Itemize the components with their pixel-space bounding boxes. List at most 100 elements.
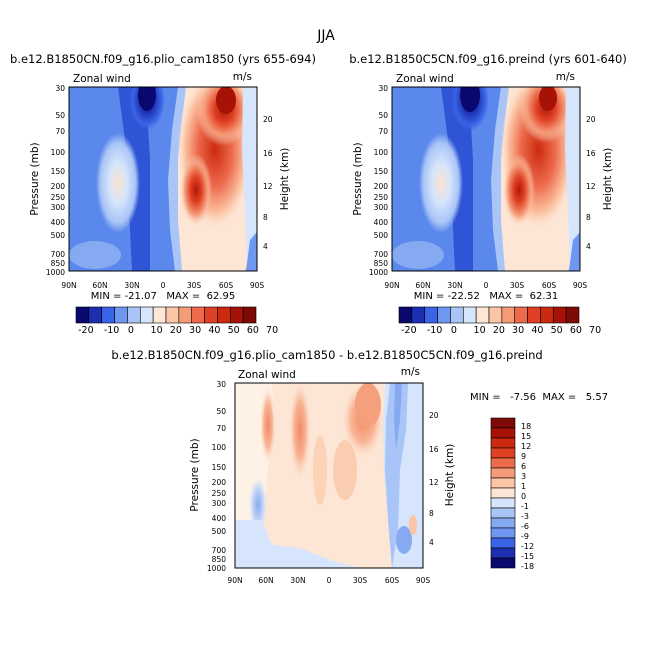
panel-a-ytick: 100 (51, 148, 66, 157)
colorbar-swatch (540, 306, 554, 324)
panel-b-xtick: 30S (510, 281, 525, 290)
colorbar-swatch (191, 306, 205, 324)
colorbar-swatch (229, 306, 244, 324)
panel-b-ytick: 300 (374, 203, 389, 212)
panel-b-ytick: 200 (374, 182, 389, 191)
panel-b-cbar-label: -20 (401, 325, 417, 336)
panel-c-xtick: 30N (290, 576, 305, 585)
panel-b-y2tick: 12 (586, 182, 596, 191)
panel-c-ytick: 50 (216, 407, 226, 416)
panel-c-xtick: 60N (258, 576, 273, 585)
colorbar-swatch (490, 547, 516, 559)
panel-a-cbar-label: 20 (170, 325, 182, 336)
panel-b-y2tick: 16 (586, 149, 596, 158)
panel-b-left-label: Zonal wind (396, 73, 454, 85)
panel-a-colorbar-labels: -20 -10 0 10 20 30 40 50 60 70 (78, 325, 278, 336)
colorbar-swatch (475, 306, 490, 324)
panel-b-x-tick-labels: 90N 60N 30N 0 30S 60S 90S (384, 281, 587, 290)
panel-c-ytick: 150 (212, 463, 227, 472)
panel-b-ytick: 400 (374, 218, 389, 227)
panel-c-units-label: m/s (401, 366, 420, 378)
panel-a-xtick: 60S (219, 281, 234, 290)
panel-b-ylabel: Pressure (mb) (352, 142, 364, 215)
colorbar-swatch (527, 306, 541, 324)
panel-c-ytick: 1000 (207, 564, 226, 573)
panel-c-colorbar: 18 15 12 9 6 3 1 0 -1 -3 -6 -9 -12 -15 -… (490, 417, 534, 571)
panel-a-cbar-label: 60 (247, 325, 259, 336)
panel-c-xtick: 0 (327, 576, 332, 585)
panel-a-y2label: Height (km) (279, 148, 291, 211)
panel-b-xtick: 60N (415, 281, 430, 290)
colorbar-swatch (488, 306, 503, 324)
panel-b-y2tick: 4 (586, 242, 591, 251)
colorbar-swatch (242, 306, 257, 324)
panel-b-cbar-label: 70 (589, 325, 601, 336)
colorbar-swatch (398, 306, 413, 324)
panel-c-ytick: 30 (216, 380, 226, 389)
panel-c-ytick: 100 (212, 443, 227, 452)
panel-difference: b.e12.B1850CN.f09_g16.plio_cam1850 - b.e… (111, 348, 608, 585)
panel-a-cbar-label: 50 (228, 325, 240, 336)
colorbar-swatch (490, 427, 516, 439)
panel-a-title: b.e12.B1850CN.f09_g16.plio_cam1850 (yrs … (10, 52, 316, 66)
colorbar-swatch (178, 306, 193, 324)
panel-c-cbar-label: 12 (521, 442, 531, 451)
colorbar-swatch (204, 306, 218, 324)
panel-b-cbar-label: 40 (531, 325, 543, 336)
panel-a-ytick: 500 (51, 231, 66, 240)
panel-b-y2-tick-labels: 4 8 12 16 20 (586, 115, 596, 251)
panel-b-field (392, 87, 580, 271)
panel-a-cbar-label: 10 (151, 325, 163, 336)
colorbar-swatch (450, 306, 464, 324)
panel-b-cbar-label: 30 (512, 325, 524, 336)
panel-c-cbar-label: -18 (521, 562, 534, 571)
panel-b-xtick: 0 (484, 281, 489, 290)
colorbar-swatch (165, 306, 180, 324)
panel-c-y2tick: 12 (429, 478, 439, 487)
colorbar-swatch (565, 306, 580, 324)
panel-c-y2tick: 4 (429, 538, 434, 547)
colorbar-swatch (490, 477, 516, 489)
panel-b-ytick: 30 (378, 84, 388, 93)
colorbar-swatch (101, 306, 115, 324)
panel-a-cbar-label: 40 (208, 325, 220, 336)
colorbar-swatch (114, 306, 128, 324)
panel-a-y2tick: 4 (263, 242, 268, 251)
panel-a-stats: MIN = -21.07 MAX = 62.95 (91, 291, 235, 302)
colorbar-swatch (501, 306, 516, 324)
panel-b-xtick: 90S (573, 281, 588, 290)
colorbar-swatch (490, 437, 516, 449)
panel-a-x-tick-labels: 90N 60N 30N 0 30S 60S 90S (61, 281, 264, 290)
panel-c-colorbar-boxes (490, 417, 516, 569)
panel-a-colorbar: -20 -10 0 10 20 30 40 50 60 70 (75, 306, 278, 336)
colorbar-swatch (514, 306, 528, 324)
panel-c-cbar-label: -9 (521, 532, 529, 541)
panel-a-y2-tick-labels: 4 8 12 16 20 (263, 115, 273, 251)
colorbar-swatch (424, 306, 438, 324)
panel-a-ytick: 200 (51, 182, 66, 191)
panel-b-xtick: 90N (384, 281, 399, 290)
colorbar-swatch (88, 306, 103, 324)
panel-c-cbar-label: -12 (521, 542, 534, 551)
panel-a-xtick: 0 (161, 281, 166, 290)
colorbar-swatch (490, 467, 516, 479)
colorbar-swatch (490, 517, 516, 529)
panel-a-ylabel: Pressure (mb) (29, 142, 41, 215)
panel-b-cbar-label: 20 (493, 325, 505, 336)
colorbar-swatch (411, 306, 426, 324)
panel-c-cbar-label: -6 (521, 522, 529, 531)
panel-a-cbar-label: 30 (189, 325, 201, 336)
panel-a-ytick: 50 (55, 111, 65, 120)
panel-a-ytick: 1000 (46, 268, 65, 277)
panel-a-y2tick: 8 (263, 213, 268, 222)
panel-a-y2tick: 16 (263, 149, 273, 158)
panel-b-ytick: 850 (374, 259, 389, 268)
colorbar-swatch (490, 447, 516, 459)
panel-c-ytick: 400 (212, 514, 227, 523)
panel-c-cbar-label: -15 (521, 552, 534, 561)
panel-c-y-tick-labels: 30 50 70 100 150 200 250 300 400 500 700… (207, 380, 226, 573)
panel-a-xtick: 90N (61, 281, 76, 290)
panel-b-frame (391, 86, 581, 272)
panel-b-cbar-label: 10 (474, 325, 486, 336)
